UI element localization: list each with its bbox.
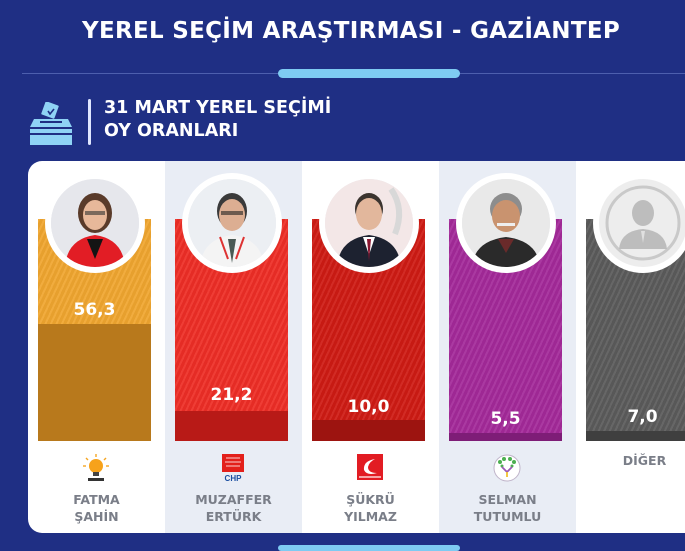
candidate-name: MUZAFFER ERTÜRK [165, 491, 302, 525]
candidate-column-muzaffer-erturk: 21,2 CHP [165, 161, 302, 533]
person-photo-icon [51, 179, 139, 267]
vote-value: 56,3 [73, 300, 116, 320]
person-photo-icon [462, 179, 550, 267]
chp-logo-icon: CHP [222, 454, 244, 483]
vote-value: 21,2 [210, 385, 253, 405]
candidate-name: SELMAN TUTUMLU [439, 491, 576, 525]
candidate-first-name: ŞÜKRÜ [346, 492, 395, 507]
vote-bar-fill [449, 433, 562, 441]
yeniden-refah-logo-icon [357, 454, 383, 480]
candidate-column-diger: 7,0 DİĞER [576, 161, 685, 533]
vote-value: 7,0 [627, 407, 658, 427]
candidate-photo [182, 173, 282, 273]
subtitle-line-1: 31 MART YEREL SEÇİMİ [104, 98, 332, 118]
candidate-first-name: MUZAFFER [195, 492, 272, 507]
page-title: YEREL SEÇİM ARAŞTIRMASI - GAZİANTEP [82, 18, 620, 44]
vote-bar-fill [175, 411, 288, 441]
chart-subtitle: 31 MART YEREL SEÇİMİ OY ORANLARI [104, 97, 331, 143]
vote-value: 5,5 [490, 409, 521, 429]
candidate-photo [45, 173, 145, 273]
generic-person-icon [605, 185, 681, 261]
vote-bar-fill [586, 431, 685, 441]
results-card: 56,3 FATMA [28, 161, 685, 533]
subtitle-line-2: OY ORANLARI [104, 121, 239, 141]
ballot-box-icon [30, 102, 72, 145]
candidate-last-name: ŞAHİN [74, 509, 119, 524]
vote-bar-fill [38, 324, 151, 441]
candidate-last-name: TUTUMLU [473, 509, 542, 524]
candidate-name: ŞÜKRÜ YILMAZ [302, 491, 439, 525]
candidate-column-selman-tutumlu: 5,5 SELMAN [439, 161, 576, 533]
subheader-divider [88, 99, 91, 145]
ak-parti-lightbulb-icon [83, 454, 109, 481]
candidate-photo [319, 173, 419, 273]
dem-parti-tree-icon [493, 454, 521, 482]
candidate-last-name: YILMAZ [344, 509, 397, 524]
svg-text:CHP: CHP [225, 474, 243, 483]
candidate-photo [456, 173, 556, 273]
candidate-first-name: SELMAN [478, 492, 537, 507]
vote-bar-fill [312, 420, 425, 441]
candidate-photo [593, 173, 685, 273]
vote-value: 10,0 [347, 397, 390, 417]
person-photo-icon [188, 179, 276, 267]
candidate-column-fatma-sahin: 56,3 FATMA [28, 161, 165, 533]
candidate-column-sukru-yilmaz: 10,0 ŞÜKRÜ YILMAZ [302, 161, 439, 533]
candidate-name: DİĞER [622, 453, 667, 468]
candidate-first-name: FATMA [73, 492, 120, 507]
candidate-name: FATMA ŞAHİN [28, 491, 165, 525]
title-accent-pill [278, 69, 460, 78]
bottom-accent-pill [278, 545, 460, 551]
candidate-last-name: ERTÜRK [205, 509, 262, 524]
person-photo-icon [325, 179, 413, 267]
